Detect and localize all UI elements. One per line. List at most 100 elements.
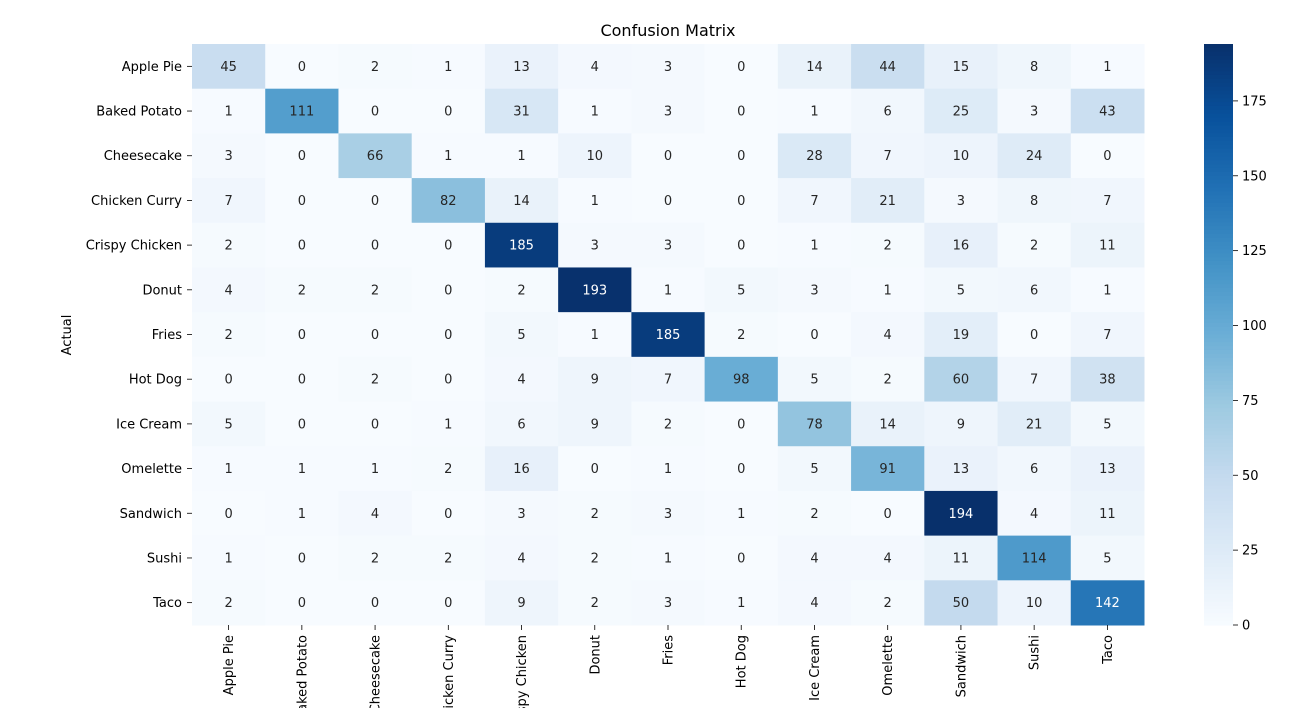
heatmap-cell bbox=[338, 312, 413, 358]
cell-value-label: 10 bbox=[953, 149, 970, 164]
heatmap-cell bbox=[558, 535, 632, 581]
colorbar-segment bbox=[1204, 129, 1233, 134]
cell-value-label: 0 bbox=[298, 373, 306, 388]
cell-value-label: 14 bbox=[879, 417, 896, 432]
colorbar-segment bbox=[1204, 535, 1233, 541]
heatmap-cell bbox=[192, 446, 266, 492]
row-label: Omelette bbox=[121, 462, 182, 477]
colorbar: 0 25 50 75 100 125 150 175 bbox=[1204, 44, 1267, 634]
colorbar-segment bbox=[1204, 539, 1233, 545]
heatmap-cell bbox=[924, 535, 999, 581]
colorbar-segment bbox=[1204, 334, 1233, 339]
heatmap-cell bbox=[631, 267, 706, 313]
cell-value-label: 43 bbox=[1099, 105, 1116, 120]
heatmap-cell bbox=[558, 446, 632, 492]
heatmap-cell bbox=[192, 401, 266, 447]
colorbar-segment bbox=[1204, 55, 1233, 61]
heatmap-cell bbox=[1070, 580, 1145, 626]
heatmap-cell bbox=[704, 267, 779, 313]
cell-value-label: 2 bbox=[371, 551, 379, 566]
colorbar-segment bbox=[1204, 477, 1233, 483]
heatmap-cell bbox=[704, 356, 779, 403]
cell-value-label: 3 bbox=[957, 194, 965, 209]
cell-value-label: 13 bbox=[1099, 462, 1116, 477]
heatmap-cell bbox=[1070, 356, 1145, 403]
colorbar-segment bbox=[1204, 191, 1233, 196]
heatmap-cell bbox=[558, 356, 632, 403]
heatmap-cell bbox=[484, 222, 559, 268]
colorbar-segment bbox=[1204, 380, 1233, 386]
cell-value-label: 14 bbox=[806, 60, 823, 75]
colorbar-segment bbox=[1204, 47, 1233, 53]
cell-value-label: 1 bbox=[444, 417, 452, 432]
cell-value-label: 0 bbox=[224, 507, 232, 522]
cell-value-label: 1 bbox=[224, 462, 232, 477]
colorbar-segment bbox=[1204, 570, 1233, 576]
colorbar-segment bbox=[1204, 268, 1233, 274]
heatmap-cell bbox=[265, 222, 339, 268]
colorbar-segment bbox=[1204, 51, 1233, 57]
colorbar-segment bbox=[1204, 105, 1233, 111]
heatmap-cell bbox=[777, 401, 852, 447]
heatmap-cell bbox=[851, 44, 925, 90]
cell-value-label: 16 bbox=[513, 462, 530, 477]
heatmap-cell bbox=[997, 356, 1072, 403]
heatmap-cell bbox=[851, 401, 925, 447]
cell-value-label: 3 bbox=[224, 149, 232, 164]
heatmap-cell bbox=[265, 88, 339, 134]
cell-value-label: 3 bbox=[664, 105, 672, 120]
colorbar-segment bbox=[1204, 435, 1233, 440]
colorbar-segment bbox=[1204, 206, 1233, 212]
colorbar-segment bbox=[1204, 439, 1233, 444]
colorbar-segment bbox=[1204, 249, 1233, 254]
cell-value-label: 5 bbox=[737, 283, 745, 298]
heatmap-cell bbox=[631, 535, 706, 581]
colorbar-segment bbox=[1204, 609, 1233, 614]
cell-value-label: 5 bbox=[810, 373, 818, 388]
cell-value-label: 1 bbox=[1103, 60, 1111, 75]
cell-value-label: 24 bbox=[1026, 149, 1043, 164]
chart-title: Confusion Matrix bbox=[600, 21, 735, 40]
cell-value-label: 0 bbox=[298, 149, 306, 164]
colorbar-segment bbox=[1204, 140, 1233, 146]
heatmap-cell bbox=[631, 356, 706, 403]
cell-value-label: 0 bbox=[444, 507, 452, 522]
heatmap-cell bbox=[924, 222, 999, 268]
colorbar-segment bbox=[1204, 427, 1233, 432]
row-labels: Apple Pie Baked Potato Cheesecake Chicken C… bbox=[86, 60, 192, 611]
heatmap-cell bbox=[1070, 535, 1145, 581]
cell-value-label: 3 bbox=[591, 239, 599, 254]
heatmap-cell bbox=[631, 222, 706, 268]
colorbar-segment bbox=[1204, 257, 1233, 262]
heatmap-cell bbox=[484, 490, 559, 537]
colorbar-segment bbox=[1204, 501, 1233, 506]
heatmap-cell bbox=[558, 133, 632, 179]
heatmap-cell bbox=[411, 356, 486, 403]
heatmap-cell bbox=[265, 178, 339, 224]
cell-value-label: 0 bbox=[371, 417, 379, 432]
colorbar-segment bbox=[1204, 392, 1233, 398]
cell-value-label: 0 bbox=[444, 239, 452, 254]
colorbar-segment bbox=[1204, 152, 1233, 157]
heatmap-cell bbox=[704, 490, 779, 537]
column-label: Fries bbox=[662, 635, 677, 665]
row-label: Sushi bbox=[147, 551, 182, 566]
colorbar-segment bbox=[1204, 621, 1233, 626]
colorbar-segment bbox=[1204, 280, 1233, 285]
colorbar-segment bbox=[1204, 582, 1233, 587]
heatmap-cell bbox=[997, 446, 1072, 492]
cell-value-label: 1 bbox=[224, 551, 232, 566]
cell-value-label: 9 bbox=[591, 417, 599, 432]
colorbar-segment bbox=[1204, 566, 1233, 572]
cell-value-label: 7 bbox=[664, 373, 672, 388]
colorbar-segment bbox=[1204, 175, 1233, 181]
heatmap-cell bbox=[924, 133, 999, 179]
heatmap-cell bbox=[558, 267, 632, 313]
cell-value-label: 10 bbox=[586, 149, 603, 164]
colorbar-segment bbox=[1204, 504, 1233, 510]
column-label: Crispy Chicken bbox=[515, 635, 530, 708]
heatmap-cell bbox=[338, 133, 413, 179]
colorbar-segment bbox=[1204, 617, 1233, 622]
cell-value-label: 0 bbox=[444, 373, 452, 388]
colorbar-segment bbox=[1204, 442, 1233, 448]
